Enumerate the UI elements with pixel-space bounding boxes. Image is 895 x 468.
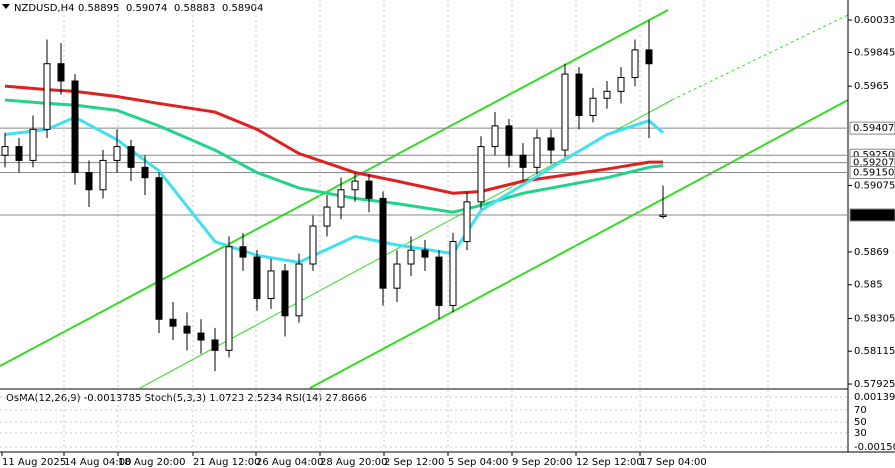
candle-body bbox=[113, 146, 121, 161]
x-tick-label: 28 Aug 20:00 bbox=[320, 457, 387, 468]
candle-body bbox=[561, 73, 569, 151]
candle-body bbox=[617, 77, 625, 92]
candle-body bbox=[337, 189, 345, 208]
price-level-label: 0.59250 bbox=[853, 150, 894, 161]
moving-average bbox=[4, 115, 664, 264]
candle-body bbox=[15, 146, 23, 161]
candle-body bbox=[631, 49, 639, 79]
candle-body bbox=[85, 172, 93, 191]
indicator-title: OsMA(12,26,9) -0.0013785 Stoch(5,3,3) 1.… bbox=[6, 393, 367, 404]
header-value: 0.58883 bbox=[174, 3, 215, 14]
x-tick-label: 9 Sep 20:00 bbox=[512, 457, 572, 468]
indicator-label: 50 bbox=[854, 417, 867, 428]
x-tick-label: 17 Sep 04:00 bbox=[640, 457, 707, 468]
y-tick-label: 0.57925 bbox=[854, 379, 895, 390]
y-tick-label: 0.58305 bbox=[854, 313, 895, 324]
indicator-label: -0.00150 bbox=[854, 442, 895, 453]
x-tick-label: 5 Sep 04:00 bbox=[448, 457, 508, 468]
candle-body bbox=[449, 241, 457, 306]
price-level-label: 0.59150 bbox=[853, 168, 894, 179]
price-level-label: 0.59207 bbox=[853, 158, 894, 169]
channel-lower bbox=[309, 99, 849, 389]
candle-body bbox=[57, 63, 65, 82]
x-tick-label: 2 Sep 12:00 bbox=[384, 457, 444, 468]
x-tick-label: 12 Sep 12:00 bbox=[576, 457, 643, 468]
candle-body bbox=[295, 263, 303, 317]
candle-body bbox=[281, 270, 289, 317]
candle-body bbox=[29, 128, 37, 161]
price-level-tag bbox=[849, 121, 895, 135]
candle-body bbox=[169, 318, 177, 327]
channel-upper bbox=[0, 9, 669, 367]
candle-body bbox=[519, 154, 527, 168]
channel-mid-ext bbox=[671, 14, 849, 101]
header-value: 0.59074 bbox=[126, 3, 167, 14]
y-tick-label: 0.5965 bbox=[854, 81, 889, 92]
candle-body bbox=[253, 256, 261, 300]
candle-body bbox=[547, 137, 555, 151]
candle-body bbox=[1, 146, 9, 156]
candle-body bbox=[225, 246, 233, 351]
price-level-label: 0.59407 bbox=[853, 123, 894, 134]
candle-body bbox=[197, 332, 205, 341]
symbol-title: NZDUSD,H4 bbox=[14, 3, 74, 14]
candle-body bbox=[575, 73, 583, 117]
candle-body bbox=[603, 90, 611, 99]
x-tick-label: 18 Aug 20:00 bbox=[118, 457, 185, 468]
price-level-tag bbox=[849, 166, 895, 180]
candle-body bbox=[71, 80, 79, 174]
title-arrow bbox=[2, 4, 10, 9]
candle-body bbox=[491, 125, 499, 148]
indicator-label: 70 bbox=[854, 405, 867, 416]
y-tick-label: 0.5869 bbox=[854, 247, 889, 258]
candle-body bbox=[477, 146, 485, 203]
candle-body bbox=[407, 249, 415, 265]
moving-average bbox=[4, 98, 664, 214]
candle-body bbox=[127, 146, 135, 168]
candle-body bbox=[533, 137, 541, 168]
y-tick-label: 0.58115 bbox=[854, 346, 895, 357]
candle-body bbox=[393, 263, 401, 289]
candle-body bbox=[589, 97, 597, 117]
y-tick-label: 0.585 bbox=[854, 280, 883, 291]
candle-body bbox=[43, 63, 51, 130]
candle-body bbox=[239, 246, 247, 258]
candle-body bbox=[365, 180, 373, 199]
candle-body bbox=[99, 159, 107, 191]
price-level-label: 0.58904 bbox=[853, 210, 894, 221]
candle-body bbox=[435, 256, 443, 306]
candle-body bbox=[463, 201, 471, 243]
indicator-label: 30 bbox=[854, 428, 867, 439]
candle-body bbox=[645, 49, 653, 65]
y-tick-label: 0.59845 bbox=[854, 47, 895, 58]
x-tick-label: 26 Aug 04:00 bbox=[256, 457, 323, 468]
candle-body bbox=[505, 125, 513, 156]
candle-body bbox=[211, 339, 219, 351]
x-tick-label: 14 Aug 04:00 bbox=[64, 457, 131, 468]
candle-body bbox=[267, 270, 275, 300]
y-tick-label: 0.60033 bbox=[854, 15, 895, 26]
indicator-label: 0.001393 bbox=[854, 392, 895, 403]
x-tick-label: 11 Aug 2025 bbox=[2, 457, 66, 468]
candle-body bbox=[309, 225, 317, 265]
candle-body bbox=[351, 180, 359, 191]
candle-body bbox=[323, 206, 331, 227]
candle-body bbox=[183, 325, 191, 334]
price-level-tag bbox=[849, 208, 895, 222]
header-value: 0.58895 bbox=[78, 3, 119, 14]
candle-body bbox=[155, 177, 163, 320]
x-tick-label: 21 Aug 12:00 bbox=[193, 457, 260, 468]
candle-body bbox=[421, 249, 429, 258]
y-tick-label: 0.59075 bbox=[854, 180, 895, 191]
candle-body bbox=[379, 197, 387, 289]
moving-average bbox=[4, 84, 663, 195]
header-value: 0.58904 bbox=[222, 3, 263, 14]
candle-body bbox=[659, 214, 667, 218]
candle-body bbox=[141, 166, 149, 179]
